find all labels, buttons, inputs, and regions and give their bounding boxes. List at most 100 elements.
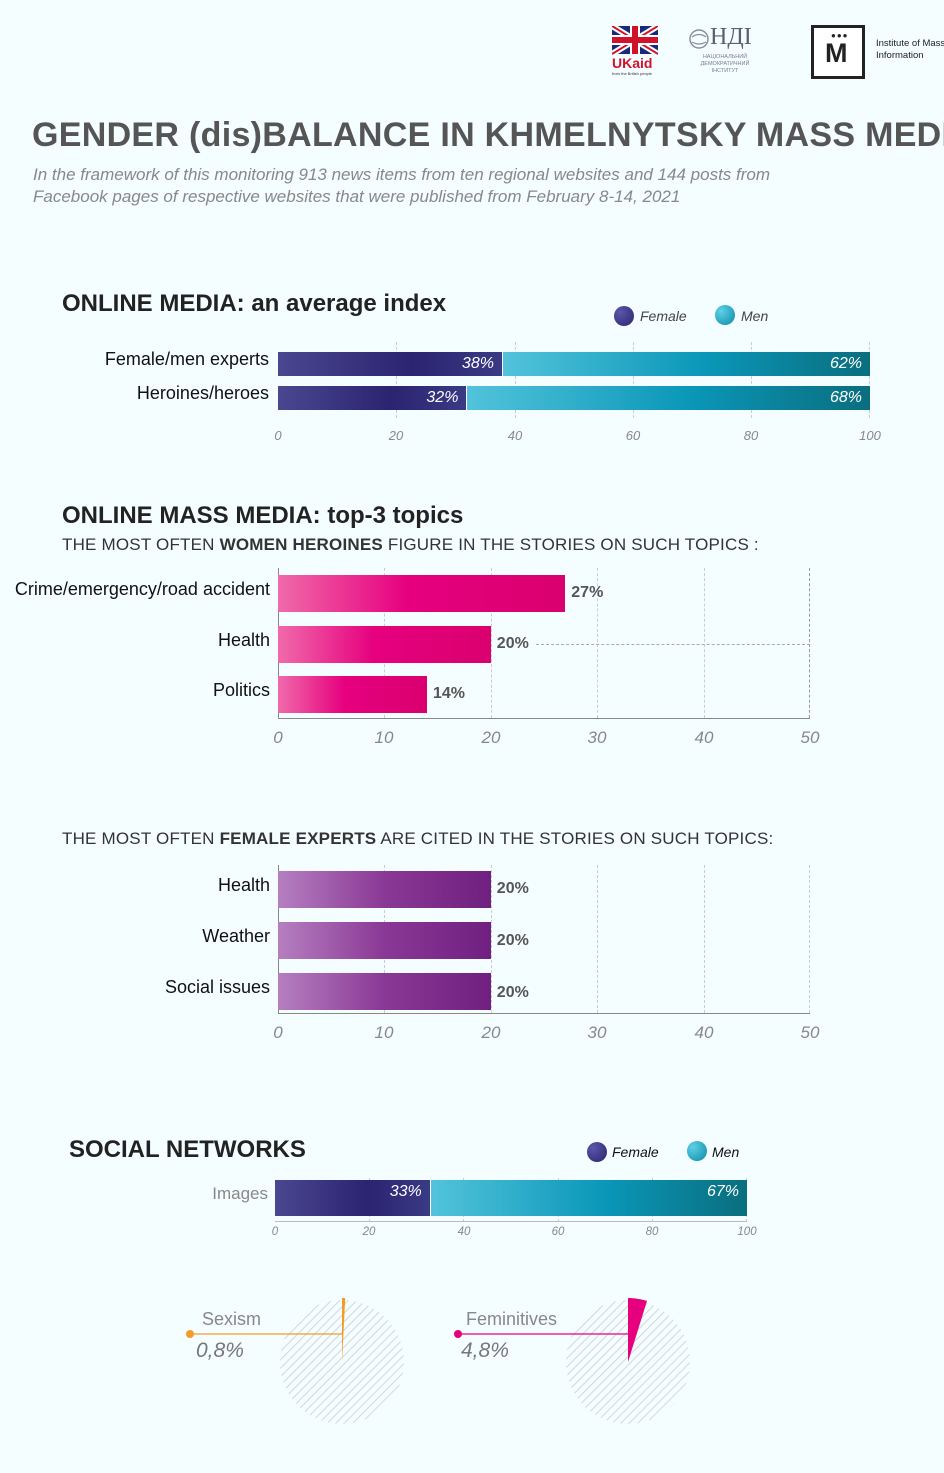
page-title: GENDER (dis)BALANCE IN KHMELNYTSKY MASS … <box>32 116 944 154</box>
ndi-logo: НДІ НАЦІОНАЛЬНИЙ ДЕМОКРАТИЧНИЙ ІНСТИТУТ <box>688 24 760 78</box>
category-label: Politics <box>212 680 270 700</box>
x-tick-label: 40 <box>507 428 523 443</box>
x-axis <box>278 1013 810 1014</box>
bar <box>278 676 427 713</box>
imi-letter: M <box>825 38 848 68</box>
bar <box>278 922 491 959</box>
stacked-bar-row: 38% 62% <box>278 352 870 376</box>
leader-dot <box>186 1330 194 1338</box>
stacked-bar-row: 33% 67% <box>275 1180 747 1216</box>
x-tick-label: 60 <box>551 1226 565 1238</box>
x-tick-label: 20 <box>481 1023 501 1042</box>
heroines-subtitle: THE MOST OFTEN WOMEN HEROINES FIGURE IN … <box>62 535 759 554</box>
online-media-title: ONLINE MEDIA: an average index <box>62 290 447 317</box>
x-tick-label: 0 <box>273 728 283 747</box>
x-tick-label: 40 <box>694 1023 714 1042</box>
top-topics-title: ONLINE MASS MEDIA: top-3 topics <box>62 502 464 529</box>
x-tick-label: 20 <box>362 1226 376 1238</box>
legend-female-label: Female <box>640 308 687 324</box>
category-label: Health <box>217 630 270 650</box>
bar-segment-female: 38% <box>278 352 503 376</box>
feminitives-value: 4,8% <box>461 1339 509 1362</box>
pie-slice <box>342 1298 346 1362</box>
bar-segment-female: 33% <box>275 1180 431 1216</box>
gridline <box>491 568 492 718</box>
sexism-label: Sexism <box>202 1309 262 1329</box>
bar-segment-female: 32% <box>278 386 468 410</box>
feminitives-pie-chart <box>454 1298 690 1424</box>
bar-value-label: 20% <box>496 932 529 949</box>
bar-value-label: 62% <box>829 355 862 372</box>
ukaid-sub: from the British people <box>612 71 653 76</box>
bar-value-label: 20% <box>496 880 529 897</box>
globe-icon <box>689 29 709 49</box>
ukaid-text: UKaid <box>612 55 653 71</box>
bar-segment-men: 62% <box>502 352 870 376</box>
legend-female-label: Female <box>612 1144 659 1160</box>
x-axis <box>278 718 810 719</box>
category-label: Heroines/heroes <box>136 383 269 403</box>
stacked-bar-row: 32% 68% <box>278 386 870 410</box>
gridline <box>515 342 516 418</box>
reference-line <box>536 644 810 645</box>
x-tick-label: 80 <box>645 1226 659 1238</box>
x-tick-label: 0 <box>273 1023 283 1042</box>
leader-dot <box>454 1330 462 1338</box>
sexism-value: 0,8% <box>196 1339 244 1362</box>
experts-subtitle: THE MOST OFTEN FEMALE EXPERTS ARE CITED … <box>62 829 774 848</box>
ndi-sub: НАЦІОНАЛЬНИЙ ДЕМОКРАТИЧНИЙ ІНСТИТУТ <box>700 54 750 74</box>
pie-slice <box>628 1298 648 1362</box>
x-axis <box>275 1221 747 1222</box>
imi-logo: ●●● M <box>811 25 865 79</box>
legend-female-icon <box>587 1142 607 1162</box>
bar-segment-men: 67% <box>430 1180 747 1216</box>
x-tick-label: 100 <box>859 428 881 443</box>
gridline <box>633 342 634 418</box>
x-tick-label: 20 <box>481 728 501 747</box>
bar-value-label: 20% <box>496 635 529 652</box>
gridline <box>869 342 870 418</box>
x-tick-label: 0 <box>271 1226 279 1238</box>
social-networks-title: SOCIAL NETWORKS <box>69 1136 306 1163</box>
imi-name: Institute of Mass Information <box>876 38 944 61</box>
category-label: Crime/emergency/road accident <box>14 579 270 599</box>
gridline <box>597 568 598 718</box>
gridline <box>491 865 492 1013</box>
gridline <box>704 865 705 1013</box>
sexism-pie-chart <box>186 1298 404 1424</box>
x-tick-label: 50 <box>800 728 820 747</box>
bar-value-label: 68% <box>829 389 862 406</box>
category-label: Health <box>217 875 270 895</box>
gridline <box>396 342 397 418</box>
ukaid-logo: UKaid from the British people <box>610 23 660 78</box>
bar-value-label: 27% <box>571 584 604 601</box>
category-label: Images <box>212 1184 268 1203</box>
x-tick-label: 0 <box>274 428 282 443</box>
gridline <box>597 865 598 1013</box>
legend-female-icon <box>614 306 634 326</box>
x-tick-label: 30 <box>587 1023 607 1042</box>
page-subtitle: In the framework of this monitoring 913 … <box>33 165 771 206</box>
bar-value-label: 32% <box>426 389 459 406</box>
legend-men-label: Men <box>741 308 769 324</box>
x-tick-label: 10 <box>374 1023 394 1042</box>
x-tick-label: 20 <box>388 428 404 443</box>
x-tick-label: 100 <box>737 1226 757 1238</box>
bar <box>278 626 491 663</box>
x-tick-label: 30 <box>587 728 607 747</box>
legend-men-icon <box>715 305 735 325</box>
bar-value-label: 14% <box>432 685 465 702</box>
uk-flag-icon <box>610 23 660 57</box>
bar-segment-men: 68% <box>467 386 870 410</box>
gridline <box>809 568 810 718</box>
bar-value-label: 33% <box>389 1183 422 1200</box>
x-tick-label: 40 <box>694 728 714 747</box>
gridline <box>704 568 705 718</box>
ndi-text: НДІ <box>710 24 752 50</box>
legend-men-icon <box>687 1141 707 1161</box>
bar-value-label: 38% <box>461 355 494 372</box>
x-tick-label: 40 <box>457 1226 471 1238</box>
imi-dots-icon: ●●● <box>831 31 849 40</box>
category-label: Social issues <box>164 977 270 997</box>
x-tick-label: 80 <box>743 428 759 443</box>
